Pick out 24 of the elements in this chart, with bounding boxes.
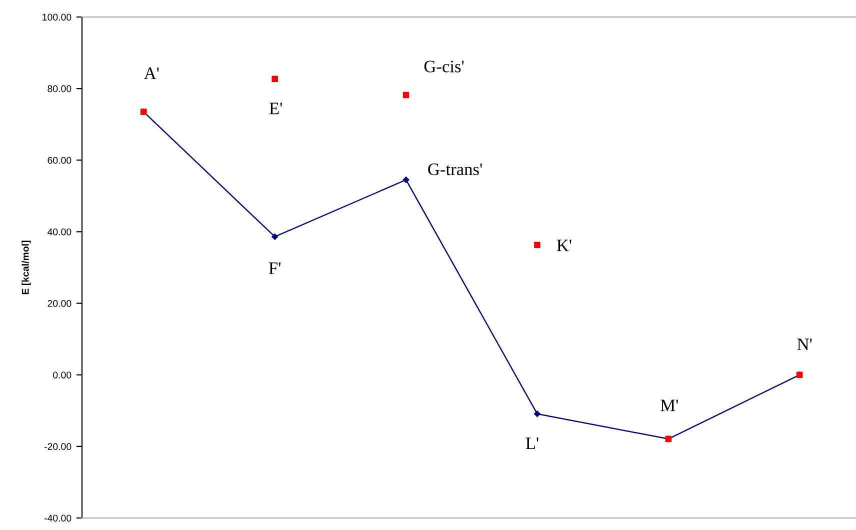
point: [272, 76, 278, 82]
data-label: N': [797, 338, 812, 350]
y-tick-label: -40.00: [44, 514, 72, 522]
point: [271, 233, 278, 240]
data-label: M': [660, 400, 678, 412]
y-tick-label: 20.00: [48, 300, 72, 307]
y-tick-label: -20.00: [44, 443, 72, 450]
point: [402, 176, 410, 184]
data-label: K': [556, 240, 572, 252]
data-label: L': [526, 438, 538, 450]
y-tick-label: 60.00: [48, 156, 72, 164]
data-label: G-trans': [428, 164, 482, 176]
point: [534, 242, 540, 248]
point: [402, 92, 410, 98]
data-label: E': [269, 102, 282, 114]
y-axis-title: E [kcal/mol]: [22, 240, 31, 294]
data-label: A': [144, 68, 159, 80]
y-tick-label: 80.00: [48, 85, 72, 92]
y-tick-label: 0.00: [53, 372, 72, 378]
y-tick-label: 100.00: [42, 14, 72, 21]
y-tick-label: 40.00: [47, 228, 72, 236]
data-label: G-cis': [424, 60, 464, 72]
data-label: F': [268, 262, 281, 274]
point: [534, 410, 541, 418]
